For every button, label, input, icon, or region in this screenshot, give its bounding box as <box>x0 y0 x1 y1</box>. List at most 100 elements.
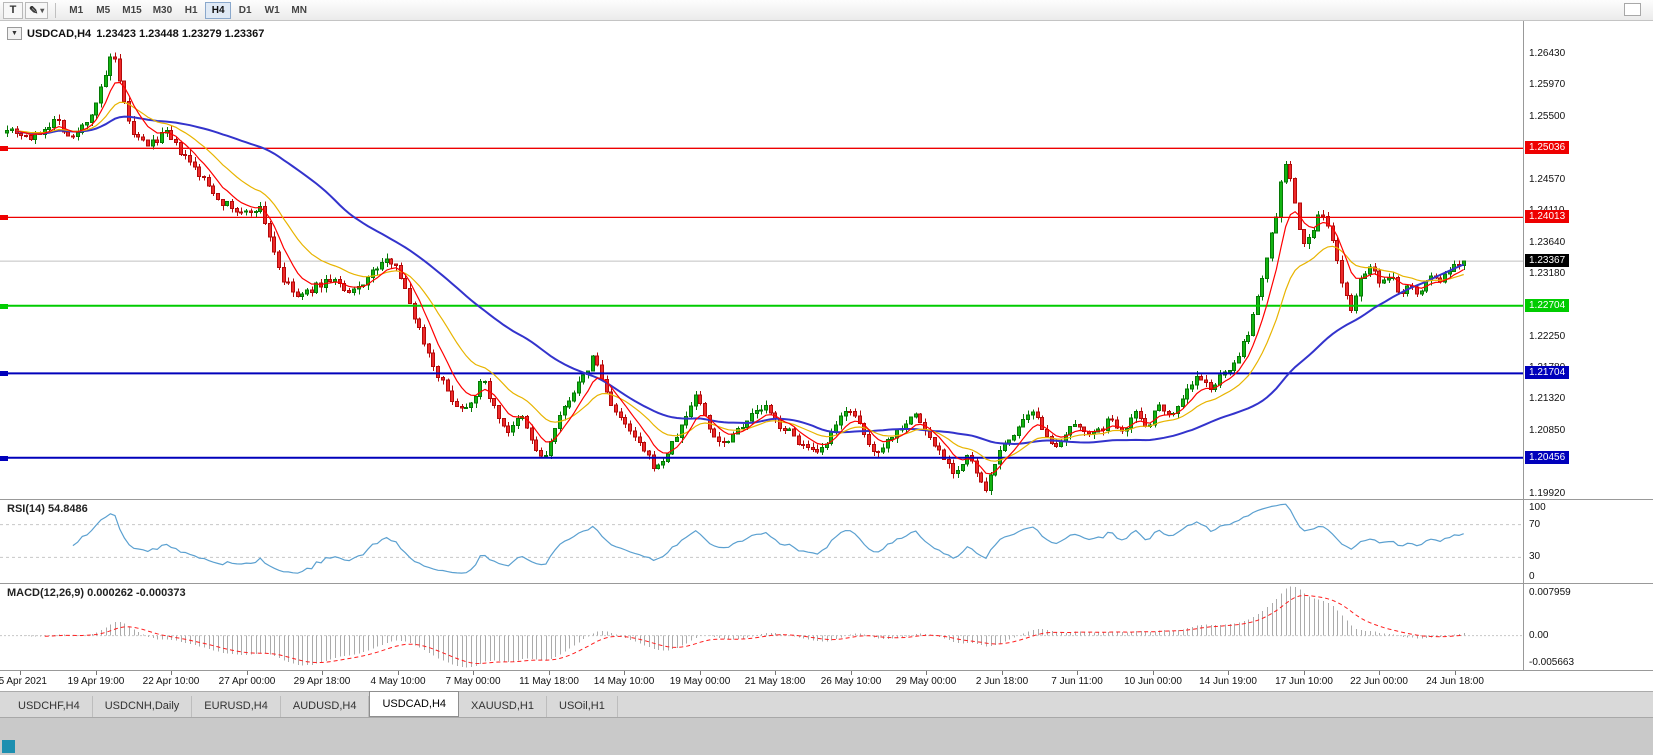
rsi-level-label: 30 <box>1529 551 1541 563</box>
time-axis-label: 26 May 10:00 <box>820 676 882 687</box>
period-button-mn[interactable]: MN <box>286 2 312 19</box>
time-axis[interactable]: 15 Apr 2021 19 Apr 19:00 22 Apr 10:00 27 Ap… <box>0 670 1653 691</box>
time-axis-label: 14 May 10:00 <box>593 676 655 687</box>
time-axis-label: 17 Jun 10:00 <box>1275 676 1333 687</box>
macd-axis-label: 0.00 <box>1529 629 1549 641</box>
chart-canvas[interactable] <box>0 21 1653 670</box>
time-tick <box>247 671 248 675</box>
time-axis-label: 7 May 00:00 <box>445 676 501 687</box>
macd-indicator-label: MACD(12,26,9) 0.000262 -0.000373 <box>7 587 186 599</box>
time-axis-label: 29 May 00:00 <box>895 676 957 687</box>
ohlc-values: 1.23423 1.23448 1.23279 1.23367 <box>96 27 265 40</box>
period-button-m30[interactable]: M30 <box>148 2 177 19</box>
period-button-m5[interactable]: M5 <box>90 2 116 19</box>
hline-price-badge: 1.21704 <box>1525 366 1570 380</box>
price-axis-label: 1.26430 <box>1529 48 1566 60</box>
period-button-m1[interactable]: M1 <box>63 2 89 19</box>
symbol-dropdown-icon[interactable]: ▼ <box>7 27 22 40</box>
chart-tab-usdcad-h4[interactable]: USDCAD,H4 <box>369 691 460 717</box>
price-axis-label: 1.23640 <box>1529 236 1566 248</box>
period-button-w1[interactable]: W1 <box>259 2 285 19</box>
rsi-level-label: 0 <box>1529 571 1535 582</box>
time-axis-label: 14 Jun 19:00 <box>1199 676 1257 687</box>
price-axis-label: 1.20850 <box>1529 425 1566 437</box>
time-axis-label: 22 Apr 10:00 <box>142 676 200 687</box>
chart-tab-usdchf-h4[interactable]: USDCHF,H4 <box>6 696 93 717</box>
taskbar-corner-icon <box>2 740 15 753</box>
time-tick <box>851 671 852 675</box>
hline-left-marker <box>0 303 8 309</box>
current-price-badge: 1.23367 <box>1525 254 1570 268</box>
period-button-d1[interactable]: D1 <box>232 2 258 19</box>
time-axis-label: 21 May 18:00 <box>744 676 806 687</box>
period-button-h4[interactable]: H4 <box>205 1 232 19</box>
macd-axis-label: 0.007959 <box>1529 587 1571 598</box>
time-tick <box>1077 671 1078 675</box>
time-tick <box>1455 671 1456 675</box>
time-tick <box>1304 671 1305 675</box>
hline-left-marker <box>0 146 8 152</box>
time-tick <box>171 671 172 675</box>
price-axis-label: 1.24570 <box>1529 173 1566 185</box>
time-tick <box>1379 671 1380 675</box>
time-tick <box>624 671 625 675</box>
price-axis-label: 1.25970 <box>1529 79 1566 91</box>
pencil-icon: ✎ <box>29 4 39 17</box>
timeframe-buttons: M1 M5 M15 M30 H1 H4 D1 W1 MN <box>63 1 312 19</box>
time-axis-label: 22 Jun 00:00 <box>1350 676 1408 687</box>
chart-tabs-bar: USDCHF,H4 USDCNH,Daily EURUSD,H4 AUDUSD,H4 U… <box>0 691 1653 717</box>
hline-price-badge: 1.24013 <box>1525 210 1570 224</box>
toolbar-separator <box>55 2 57 18</box>
time-axis-label: 19 Apr 19:00 <box>67 676 125 687</box>
chart-header: ▼ USDCAD,H4 1.23423 1.23448 1.23279 1.23… <box>7 27 264 40</box>
price-axis-label: 1.22250 <box>1529 330 1566 342</box>
symbol-label: USDCAD,H4 <box>27 27 92 40</box>
price-axis-label: 1.23180 <box>1529 267 1566 279</box>
chevron-down-icon: ▾ <box>40 5 45 15</box>
time-axis-label: 19 May 00:00 <box>669 676 731 687</box>
time-axis-label: 29 Apr 18:00 <box>293 676 351 687</box>
chart-tab-xauusd-h1[interactable]: XAUUSD,H1 <box>459 696 547 717</box>
rsi-indicator-label: RSI(14) 54.8486 <box>7 503 88 515</box>
period-button-m15[interactable]: M15 <box>117 2 146 19</box>
time-tick <box>473 671 474 675</box>
time-tick <box>926 671 927 675</box>
time-axis-label: 10 Jun 00:00 <box>1124 676 1182 687</box>
time-axis-label: 4 May 10:00 <box>370 676 426 687</box>
status-bar <box>0 717 1653 755</box>
time-tick <box>20 671 21 675</box>
rsi-level-label: 70 <box>1529 518 1541 530</box>
macd-axis-label: -0.005663 <box>1529 657 1575 668</box>
time-tick <box>1228 671 1229 675</box>
chart-tab-audusd-h4[interactable]: AUDUSD,H4 <box>281 696 370 717</box>
time-tick <box>1002 671 1003 675</box>
chart-region: ▼ USDCAD,H4 1.23423 1.23448 1.23279 1.23… <box>0 21 1653 670</box>
time-axis-label: 15 Apr 2021 <box>0 676 47 687</box>
hline-left-marker <box>0 371 8 377</box>
time-tick <box>322 671 323 675</box>
toolbar-corner-button[interactable] <box>1624 3 1641 16</box>
draw-tool-button[interactable]: ✎ ▾ <box>25 1 49 19</box>
hline-price-badge: 1.20456 <box>1525 450 1570 464</box>
hline-price-badge: 1.25036 <box>1525 141 1570 155</box>
chart-tab-usdcnh-daily[interactable]: USDCNH,Daily <box>93 696 193 717</box>
time-tick <box>1153 671 1154 675</box>
price-axis-label: 1.24110 <box>1529 205 1564 216</box>
period-button-h1[interactable]: H1 <box>178 2 204 19</box>
chart-tab-usoil-h1[interactable]: USOil,H1 <box>547 696 618 717</box>
rsi-level-label: 100 <box>1529 502 1546 513</box>
price-axis-label: 1.19920 <box>1529 487 1566 499</box>
hline-left-marker <box>0 215 8 221</box>
time-tick <box>549 671 550 675</box>
time-axis-label: 7 Jun 11:00 <box>1051 676 1103 687</box>
text-tool-button[interactable]: T <box>3 1 23 19</box>
time-tick <box>398 671 399 675</box>
time-tick <box>775 671 776 675</box>
price-axis[interactable]: 1.26430 1.25970 1.25500 1.24570 1.24110 1.236… <box>1524 21 1653 670</box>
chart-tab-eurusd-h4[interactable]: EURUSD,H4 <box>192 696 281 717</box>
time-axis-label: 24 Jun 18:00 <box>1426 676 1484 687</box>
hline-left-marker <box>0 455 8 461</box>
time-axis-label: 27 Apr 00:00 <box>218 676 276 687</box>
time-axis-label: 11 May 18:00 <box>519 676 579 687</box>
